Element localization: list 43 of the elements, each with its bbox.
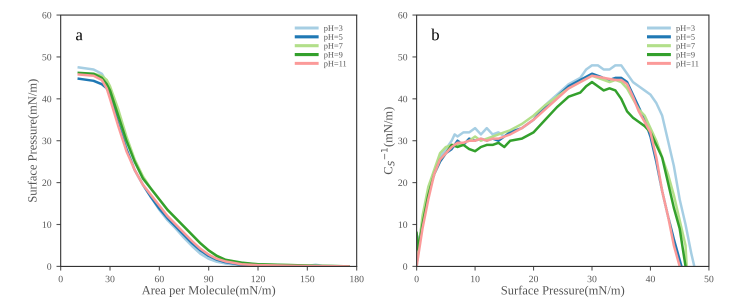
y-tick-label: 0 — [403, 263, 408, 270]
y-tick-label: 0 — [47, 263, 52, 270]
y-tick-label: 50 — [398, 54, 408, 60]
x-tick-label: 60 — [154, 276, 164, 282]
y-tick-label: 40 — [42, 96, 52, 102]
x-tick-label: 10 — [471, 276, 480, 282]
x-tick-label: 120 — [252, 276, 265, 282]
annotation: a — [76, 32, 83, 40]
legend-label: pH=9 — [676, 52, 695, 60]
y-tick-label: 20 — [398, 180, 408, 186]
legend-label: pH=3 — [676, 25, 695, 33]
x-tick-label: 0 — [414, 276, 419, 282]
legend-label: pH=7 — [324, 43, 343, 50]
legend-label: pH=11 — [676, 60, 698, 68]
x-tick-label: 40 — [646, 276, 655, 282]
legend-label: pH=5 — [324, 34, 342, 42]
y-tick-label: 20 — [42, 180, 52, 186]
x-axis-title: Area per Molecule(mN/m) — [142, 286, 276, 297]
x-axis-title: Surface Pressure(mN/m) — [502, 286, 624, 298]
x-tick-label: 30 — [588, 276, 596, 282]
legend-label: pH=7 — [676, 43, 695, 50]
legend-label: pH=9 — [324, 52, 342, 60]
y-tick-label: 60 — [42, 12, 52, 19]
y-axis-title: Surface Pressure(mN/m) — [28, 79, 40, 202]
x-tick-label: 0 — [58, 276, 63, 282]
annotation: b — [431, 28, 439, 40]
x-tick-label: 30 — [106, 276, 115, 282]
y-tick-label: 10 — [42, 221, 52, 228]
x-tick-label: 180 — [350, 276, 364, 282]
y-tick-label: 30 — [42, 138, 52, 144]
x-tick-label: 150 — [300, 276, 314, 282]
x-tick-label: 20 — [529, 276, 538, 282]
x-tick-label: 90 — [204, 276, 214, 282]
legend-label: pH=5 — [676, 34, 695, 42]
legend-label: pH=11 — [324, 60, 346, 68]
legend-label: pH=3 — [324, 25, 342, 33]
y-tick-label: 40 — [398, 96, 408, 102]
y-tick-label: 10 — [398, 221, 408, 228]
y-tick-label: 60 — [398, 12, 408, 19]
y-axis-title: C$_{S}$$^{−1}$(mN/m) — [381, 107, 395, 174]
x-tick-label: 50 — [704, 276, 714, 282]
y-tick-label: 30 — [398, 138, 408, 144]
y-tick-label: 50 — [42, 54, 52, 60]
